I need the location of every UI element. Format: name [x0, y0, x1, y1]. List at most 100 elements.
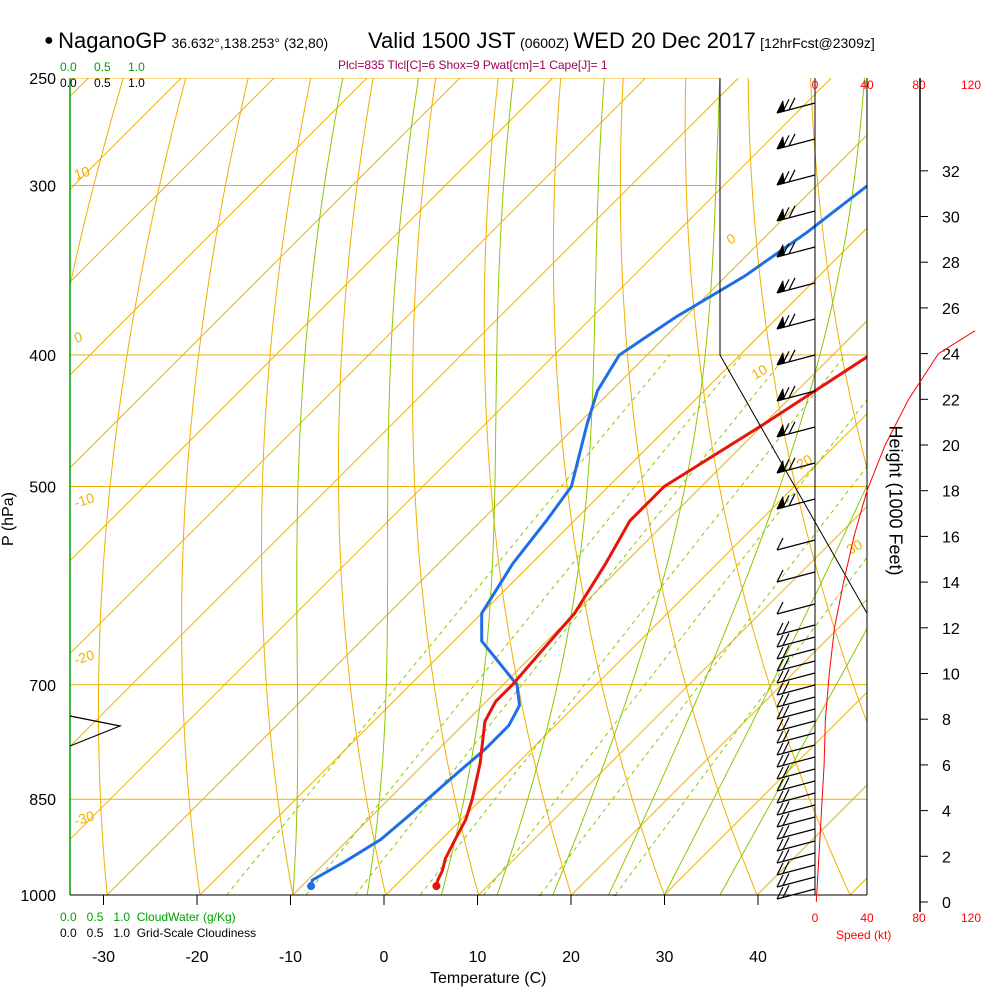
moist-adiabat: [719, 627, 867, 896]
wind-barb: [776, 601, 816, 615]
isotherm: [292, 320, 867, 896]
isotherm: [849, 877, 867, 896]
speed-tick-top: 80: [912, 78, 926, 92]
wind-barb: [776, 777, 816, 792]
wind-barb: [776, 813, 816, 828]
wind-barb: [776, 885, 816, 900]
sounding-params: Plcl=835 Tlcl[C]=6 Shox=9 Pwat[cm]=1 Cap…: [338, 58, 608, 72]
dry-adiabat: [412, 78, 480, 896]
mixing-ratio-line: [482, 399, 867, 896]
cloudwater-top-ticks: 0.0 0.5 1.0: [60, 60, 145, 74]
wind-barb: [776, 837, 816, 852]
wind-barb: [776, 493, 816, 510]
moist-adiabat: [366, 78, 419, 896]
wind-barb: [776, 169, 816, 186]
x-axis-title: Temperature (C): [430, 970, 547, 987]
wind-barb: [776, 729, 816, 744]
valid-zulu: (0600Z): [520, 35, 570, 51]
mixing-ratio-label: 2: [299, 899, 317, 914]
speed-axis-title: Speed (kt): [836, 928, 892, 942]
wind-barb: [776, 825, 816, 840]
speed-tick-bottom: 0: [812, 911, 819, 925]
station-header: ● NaganoGP 36.632°,138.253° (32,80): [44, 28, 328, 54]
height-tick-label: 22: [942, 392, 960, 409]
sounding-profiles: [307, 184, 867, 891]
dry-adiabat: [98, 78, 187, 896]
moist-adiabat: [663, 484, 867, 896]
isotherm: [106, 134, 867, 896]
x-tick-label: -30: [92, 949, 115, 966]
speed-tick-bottom: 120: [961, 911, 981, 925]
height-tick-label: 14: [942, 575, 960, 592]
temperature-profile: [434, 355, 867, 887]
dewpoint-profile: [309, 184, 867, 887]
speed-tick-bottom: 80: [912, 911, 926, 925]
wind-barb: [776, 313, 816, 330]
dry-adiabat: [619, 78, 758, 896]
wind-barb: [776, 657, 816, 672]
height-tick-label: 18: [942, 484, 960, 501]
cloudwater-legend: 0.0 0.5 1.0 CloudWater (g/Kg): [60, 910, 236, 924]
wind-speed-profile: [815, 330, 976, 903]
surface-temperature-dot: [432, 882, 441, 891]
mixing-ratio-label: 3: [347, 899, 365, 914]
dry-adiabat: [483, 78, 572, 896]
height-tick-label: 32: [942, 164, 960, 181]
height-tick-label: 30: [942, 210, 960, 227]
wind-barb: [776, 241, 816, 258]
y-tick-label: 250: [29, 71, 56, 88]
x-tick-label: 40: [749, 949, 767, 966]
wind-barb: [776, 537, 816, 551]
wind-barb: [776, 789, 816, 804]
station-name: NaganoGP: [58, 28, 167, 53]
isotherm-label: 10: [749, 361, 771, 383]
height-tick-label: 16: [942, 529, 960, 546]
wind-barb: [776, 133, 816, 150]
wind-barb: [776, 205, 816, 222]
mixing-ratio-line: [419, 354, 846, 896]
x-tick-label: 10: [469, 949, 487, 966]
isotherm-label: -10: [72, 489, 96, 511]
valid-header: Valid 1500 JST (0600Z) WED 20 Dec 2017 […: [368, 28, 875, 54]
cloudiness-legend: 0.0 0.5 1.0 Grid-Scale Cloudiness: [60, 926, 257, 940]
wind-barb: [776, 645, 816, 660]
mixing-ratio-label: 5: [411, 899, 429, 914]
isotherm: [385, 413, 867, 896]
x-tick-label: 20: [562, 949, 580, 966]
wind-barb: [776, 385, 816, 402]
forecast-label: [12hrFcst@2309z]: [760, 35, 875, 51]
isotherm-label: 30: [844, 536, 866, 558]
wind-barb: [776, 693, 816, 708]
isotherm-label: 0: [724, 230, 739, 248]
isotherm: [70, 78, 832, 840]
wind-barb: [776, 569, 816, 583]
valid-time: Valid 1500 JST: [368, 28, 516, 53]
wind-barb: [776, 277, 816, 294]
wind-barb: [776, 705, 816, 720]
x-tick-label: 30: [656, 949, 674, 966]
isotherm: [478, 505, 867, 896]
mixing-ratio-label: 20: [604, 892, 626, 914]
wind-barb: [776, 97, 816, 114]
mixing-ratio-line: [539, 465, 867, 896]
isotherm-label: 0: [72, 328, 85, 346]
dry-adiabat: [810, 78, 867, 471]
y-tick-label: 850: [29, 792, 56, 809]
mixing-ratio-line: [226, 354, 671, 896]
wind-barb: [776, 849, 816, 864]
wind-barb: [776, 633, 816, 648]
speed-tick-top: 40: [860, 78, 874, 92]
isotherm: [199, 227, 867, 896]
height-tick-label: 8: [942, 712, 951, 729]
height-tick-label: 6: [942, 758, 951, 775]
speed-tick-top: 0: [812, 78, 819, 92]
isotherm: [663, 691, 867, 896]
wind-barb: [776, 873, 816, 888]
x-tick-label: -20: [185, 949, 208, 966]
wind-barb: [776, 765, 816, 780]
height-axis-title: Height (1000 Feet): [885, 425, 906, 576]
height-tick-label: 20: [942, 438, 960, 455]
moist-adiabat: [608, 78, 865, 896]
